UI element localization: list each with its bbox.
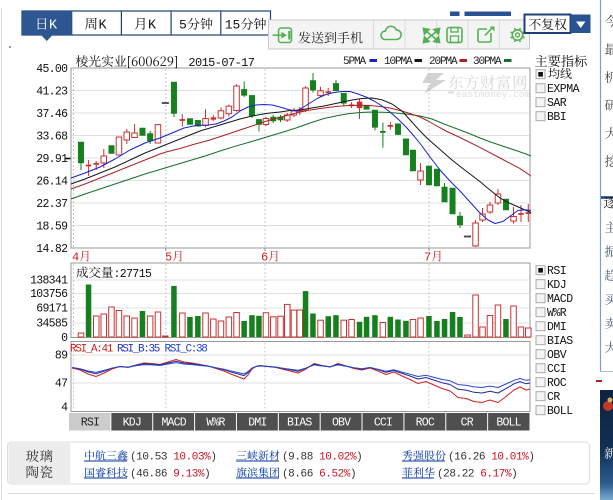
svg-text:4: 4 [61, 402, 68, 415]
svg-text:W%R: W%R [206, 417, 225, 430]
svg-text:RSI_C:38: RSI_C:38 [165, 344, 208, 356]
svg-text:ROC: ROC [547, 377, 567, 390]
svg-text:0: 0 [61, 332, 68, 345]
svg-text:MACD: MACD [161, 417, 186, 430]
svg-text:eastmoney.com: eastmoney.com [456, 89, 530, 100]
svg-text:4: 4 [72, 251, 79, 265]
svg-text:(16.26: (16.26 [448, 452, 485, 464]
svg-text:CCI: CCI [547, 363, 566, 376]
svg-text:(9.88: (9.88 [282, 452, 313, 464]
svg-text:K: K [49, 19, 58, 34]
svg-text:10PMA: 10PMA [384, 56, 413, 68]
svg-text:18.59: 18.59 [36, 221, 68, 234]
svg-text:34585: 34585 [36, 318, 68, 331]
svg-text:6: 6 [261, 251, 268, 265]
svg-text:138341: 138341 [30, 275, 68, 288]
svg-text:RSI: RSI [81, 417, 99, 430]
svg-text:6.52%: 6.52% [319, 469, 351, 481]
svg-text:CR: CR [547, 391, 560, 404]
svg-text:30PMA: 30PMA [473, 56, 502, 68]
svg-text:OBV: OBV [332, 417, 351, 430]
svg-text:29.91: 29.91 [36, 153, 68, 166]
svg-text:CCI: CCI [374, 417, 392, 430]
svg-text:BOLL: BOLL [547, 405, 573, 418]
svg-text:KDJ: KDJ [123, 417, 141, 430]
svg-text:BBI: BBI [547, 111, 566, 124]
svg-text:103756: 103756 [30, 288, 68, 301]
svg-text:K: K [99, 19, 108, 34]
svg-text:): ) [528, 452, 535, 464]
svg-text:RSI_B:35: RSI_B:35 [117, 344, 160, 356]
svg-text:SAR: SAR [547, 97, 567, 110]
svg-text::27715: :27715 [114, 268, 153, 281]
svg-text:MACD: MACD [547, 293, 573, 306]
svg-text:(8.66: (8.66 [282, 469, 313, 481]
svg-text:33.68: 33.68 [36, 131, 68, 144]
svg-text:(10.53: (10.53 [130, 452, 167, 464]
svg-text:6.17%: 6.17% [480, 469, 512, 481]
svg-text:20PMA: 20PMA [429, 56, 458, 68]
svg-text:89: 89 [55, 350, 68, 363]
svg-text:): ) [210, 452, 217, 464]
svg-text:5: 5 [165, 251, 172, 265]
svg-text:): ) [350, 469, 357, 481]
svg-text:7: 7 [424, 251, 431, 265]
svg-text:69171: 69171 [36, 303, 68, 316]
svg-text:ROC: ROC [416, 417, 435, 430]
svg-text:EXPMA: EXPMA [547, 83, 580, 96]
svg-text:DMI: DMI [248, 417, 266, 430]
svg-text:): ) [356, 452, 363, 464]
svg-text:RSI: RSI [547, 265, 566, 278]
svg-text:26.14: 26.14 [36, 176, 68, 189]
svg-text:K: K [148, 19, 157, 34]
svg-text:BIAS: BIAS [547, 335, 573, 348]
svg-text:OBV: OBV [547, 349, 567, 362]
svg-text:45.00: 45.00 [36, 63, 68, 76]
svg-text:15: 15 [225, 18, 241, 33]
svg-text:(28.22: (28.22 [437, 469, 474, 481]
svg-text:10.02%: 10.02% [319, 452, 357, 464]
svg-text:BIAS: BIAS [287, 417, 312, 430]
svg-text:41.23: 41.23 [36, 86, 68, 99]
svg-text:10.03%: 10.03% [173, 452, 211, 464]
svg-text:10.01%: 10.01% [491, 452, 529, 464]
svg-text:DMI: DMI [547, 321, 566, 334]
svg-text:RSI_A:41: RSI_A:41 [70, 344, 114, 356]
svg-text:BOLL: BOLL [496, 417, 521, 430]
svg-text:22.37: 22.37 [36, 198, 67, 211]
svg-text:5: 5 [179, 18, 187, 33]
svg-text:47: 47 [55, 378, 67, 391]
svg-text:): ) [511, 469, 518, 481]
svg-text:(46.86: (46.86 [130, 469, 167, 481]
svg-text:CR: CR [461, 417, 474, 430]
svg-text:KDJ: KDJ [547, 279, 566, 292]
svg-text:W%R: W%R [547, 307, 567, 320]
svg-text:): ) [204, 469, 211, 481]
svg-text:9.13%: 9.13% [173, 469, 205, 481]
svg-text:2015-07-17: 2015-07-17 [188, 56, 254, 70]
svg-text:14.82: 14.82 [36, 243, 68, 256]
svg-text:5PMA: 5PMA [343, 56, 367, 68]
svg-text:37.46: 37.46 [36, 108, 68, 121]
